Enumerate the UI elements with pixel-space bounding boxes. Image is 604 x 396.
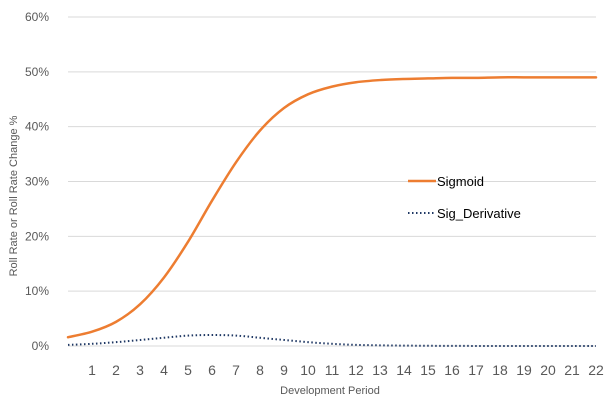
y-tick-label: 10% (25, 284, 49, 298)
y-tick-label: 50% (25, 65, 49, 79)
x-tick-label: 18 (492, 362, 508, 378)
x-tick-label: 8 (256, 362, 264, 378)
y-tick-label: 0% (32, 339, 50, 353)
series-lines (66, 76, 598, 348)
legend: Sigmoid Sig_Derivative (408, 174, 521, 221)
x-tick-label: 16 (444, 362, 460, 378)
x-tick-label: 12 (348, 362, 364, 378)
x-tick-label: 21 (564, 362, 580, 378)
x-tick-label: 11 (325, 362, 340, 378)
x-axis-title: Development Period (280, 385, 380, 396)
legend-item-sig-derivative: Sig_Derivative (408, 206, 521, 221)
legend-item-sigmoid: Sigmoid (408, 174, 484, 189)
x-tick-label: 13 (372, 362, 388, 378)
x-tick-label: 9 (280, 362, 288, 378)
series-line-sigmoid (66, 76, 598, 339)
x-tick-label: 5 (184, 362, 192, 378)
y-tick-labels: 0% 10% 20% 30% 40% 50% 60% (25, 10, 49, 353)
x-tick-label: 19 (516, 362, 532, 378)
x-tick-label: 3 (136, 362, 144, 378)
y-tick-label: 60% (25, 10, 49, 24)
x-tick-label: 7 (232, 362, 240, 378)
x-tick-label: 17 (468, 362, 484, 378)
series-line-sig-derivative (67, 334, 596, 348)
x-tick-label: 1 (88, 362, 96, 378)
gridlines (68, 16, 596, 347)
x-tick-label: 22 (588, 362, 604, 378)
legend-label-sigmoid: Sigmoid (437, 174, 484, 189)
y-tick-label: 30% (25, 175, 49, 189)
x-tick-label: 6 (208, 362, 216, 378)
x-tick-labels: 1 2 3 4 5 6 7 8 9 10 11 12 13 14 15 16 17 18 19 20 21 22 (88, 362, 604, 378)
x-tick-label: 2 (112, 362, 120, 378)
legend-label-sig-derivative: Sig_Derivative (437, 206, 521, 221)
y-axis-title: Roll Rate or Roll Rate Change % (8, 115, 20, 276)
x-tick-label: 4 (160, 362, 168, 378)
y-tick-label: 20% (25, 229, 49, 243)
x-tick-label: 15 (420, 362, 436, 378)
x-tick-label: 20 (540, 362, 556, 378)
y-tick-label: 40% (25, 120, 49, 134)
x-tick-label: 10 (300, 362, 316, 378)
x-tick-label: 14 (396, 362, 412, 378)
